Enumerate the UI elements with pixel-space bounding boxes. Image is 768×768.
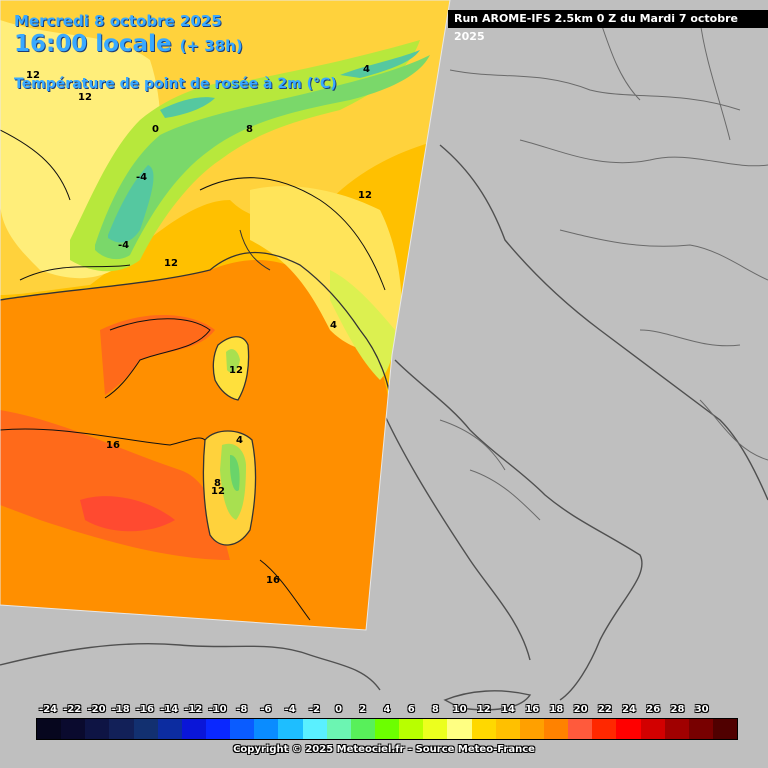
french-italian-riviera-coast xyxy=(0,251,361,331)
color-scale-swatch xyxy=(688,719,713,739)
color-scale-tick-label: 2 xyxy=(359,704,367,715)
color-scale-tick-label: -20 xyxy=(87,704,106,715)
color-scale-swatch xyxy=(254,719,279,739)
color-scale-ticks: -24 -22 -20 -18 -16 -14 -12 -10 -8 -6 -4 -2 0 2 4 6 8 10 1… xyxy=(36,704,738,718)
color-scale-tick-label: -24 xyxy=(39,704,58,715)
color-scale-swatch xyxy=(133,719,158,739)
contour-label: 12 xyxy=(211,486,225,497)
run-banner: Run AROME-IFS 2.5km 0 Z du Mardi 7 octob… xyxy=(448,10,768,43)
color-scale-tick-label: 30 xyxy=(694,704,709,715)
color-scale-tick-label: 6 xyxy=(407,704,415,715)
color-scale: -24 -22 -20 -18 -16 -14 -12 -10 -8 -6 -4 -2 0 2 4 6 8 10 1… xyxy=(36,704,738,740)
forecast-date: Mercredi 8 octobre 2025 xyxy=(14,12,222,30)
color-scale-swatch xyxy=(37,719,62,739)
color-scale-tick-label: 24 xyxy=(622,704,637,715)
italy-west-coast xyxy=(379,404,531,661)
color-scale-swatch xyxy=(471,719,496,739)
color-scale-tick-label: 14 xyxy=(501,704,515,715)
color-scale-swatch xyxy=(230,719,255,739)
color-scale-swatch xyxy=(543,719,569,739)
color-scale-tick-label: -2 xyxy=(308,704,320,715)
forecast-time: 16:00 locale (+ 38h) xyxy=(14,31,243,57)
color-scale-swatch xyxy=(495,719,520,739)
forecast-time-label: 16:00 locale xyxy=(14,31,172,57)
contour-label: 4 xyxy=(236,435,243,446)
color-scale-swatch xyxy=(350,719,375,739)
color-scale-swatch xyxy=(399,719,424,739)
color-scale-tick-label: -6 xyxy=(260,704,272,715)
color-scale-tick-label: -10 xyxy=(208,704,227,715)
contour-label: 16 xyxy=(266,575,280,586)
color-scale-swatch xyxy=(109,719,134,739)
color-scale-tick-label: -4 xyxy=(284,704,296,715)
color-scale-swatch xyxy=(61,719,86,739)
color-scale-swatch xyxy=(592,719,617,739)
contour-label: 12 xyxy=(358,190,372,201)
color-scale-tick-label: -18 xyxy=(111,704,130,715)
color-scale-tick-label: -22 xyxy=(63,704,82,715)
color-scale-swatch xyxy=(616,719,641,739)
color-scale-tick-label: 0 xyxy=(335,704,343,715)
italy-east-coast xyxy=(394,359,643,701)
color-scale-tick-label: 12 xyxy=(476,704,491,715)
sea-18-20-band xyxy=(0,410,230,560)
contour-label: -4 xyxy=(136,172,147,183)
color-scale-tick-label: 28 xyxy=(670,704,685,715)
forecast-lead: (+ 38h) xyxy=(179,37,243,55)
balkan-coastline xyxy=(439,144,768,501)
color-scale-swatch xyxy=(85,719,110,739)
contour-label: 12 xyxy=(229,365,243,376)
color-scale-swatch xyxy=(423,719,448,739)
color-scale-swatch xyxy=(664,719,689,739)
color-scale-swatch xyxy=(374,719,400,739)
color-scale-tick-label: 18 xyxy=(549,704,564,715)
color-scale-swatch xyxy=(205,719,231,739)
contour-label: 8 xyxy=(214,478,221,489)
contour-label: 4 xyxy=(363,64,370,75)
color-scale-tick-label: 10 xyxy=(452,704,467,715)
contour-label: 12 xyxy=(26,70,40,81)
color-scale-swatch xyxy=(447,719,472,739)
color-scale-swatch xyxy=(326,719,351,739)
contour-label: 4 xyxy=(330,320,337,331)
contour-label: 16 xyxy=(106,440,120,451)
color-scale-tick-label: 16 xyxy=(525,704,540,715)
africa-coastline xyxy=(0,643,381,691)
color-scale-tick-label: 26 xyxy=(646,704,661,715)
color-scale-swatch xyxy=(640,719,665,739)
color-scale-swatch xyxy=(302,719,327,739)
parameter-title: Température de point de rosée à 2m (°C) xyxy=(14,76,337,92)
color-scale-swatch xyxy=(519,719,544,739)
color-scale-swatch xyxy=(157,719,182,739)
color-scale-swatch xyxy=(568,719,593,739)
color-scale-tick-label: -8 xyxy=(236,704,248,715)
color-scale-tick-label: 8 xyxy=(431,704,439,715)
model-domain-field: 12 12 0 8 4 -4 12 12 12 16 8 12 16 4 -4 … xyxy=(0,0,450,630)
model-domain-edge xyxy=(0,0,451,631)
color-scale-swatch xyxy=(278,719,303,739)
color-scale-swatch xyxy=(181,719,206,739)
color-scale-tick-label: -12 xyxy=(184,704,203,715)
color-scale-tick-label: 4 xyxy=(383,704,391,715)
color-scale-tick-label: -14 xyxy=(160,704,179,715)
copyright-text: Copyright © 2025 Meteociel.fr - Source M… xyxy=(233,744,535,755)
sicily-outline xyxy=(443,690,532,711)
color-scale-swatch xyxy=(712,719,738,739)
contour-label: 0 xyxy=(152,124,159,135)
color-scale-tick-label: 20 xyxy=(573,704,588,715)
contour-label: 12 xyxy=(78,92,92,103)
contour-label: -4 xyxy=(118,240,129,251)
contour-label: 12 xyxy=(164,258,178,269)
contour-label: 8 xyxy=(246,124,253,135)
sea-16-18-band xyxy=(0,260,390,630)
color-scale-tick-label: 22 xyxy=(597,704,612,715)
color-scale-bar xyxy=(36,718,738,740)
color-scale-tick-label: -16 xyxy=(135,704,154,715)
